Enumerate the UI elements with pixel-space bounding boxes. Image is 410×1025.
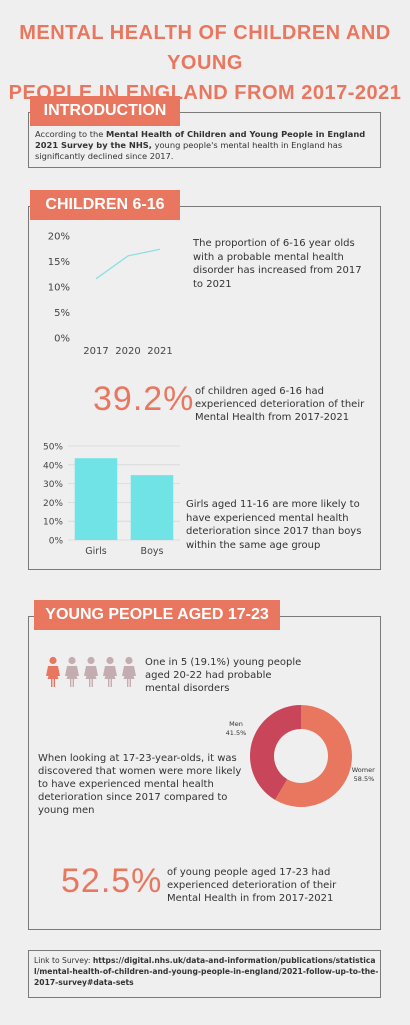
donut-value-label: 41.5% (226, 729, 247, 737)
bar-y-tick: 50% (43, 443, 63, 453)
person-icon (103, 656, 117, 687)
title-line-1: MENTAL HEALTH OF CHILDREN AND YOUNG (19, 22, 391, 74)
bar-chart-text: Girls aged 11-16 are more likely to have… (186, 499, 362, 551)
line-chart-text: The proportion of 6-16 year olds with a … (193, 238, 362, 290)
intro-text-post: young people's mental health in England … (35, 140, 343, 161)
bar-y-tick: 0% (49, 537, 64, 547)
intro-text-bold: Mental Health of Children and Young Peop… (35, 129, 366, 150)
bar-y-tick: 40% (43, 461, 63, 471)
bar-x-tick: Girls (85, 546, 107, 557)
children-stat-value: 39.2% (93, 380, 195, 418)
survey-link[interactable]: https://digital.nhs.uk/data-and-informat… (34, 956, 379, 987)
donut-label: Men (229, 720, 243, 728)
donut-text: When looking at 17-23-year-olds, it was … (38, 753, 242, 816)
young-stat-text: of young people aged 17-23 had experienc… (167, 867, 337, 904)
people-icons (44, 656, 140, 688)
line-y-tick: 10% (48, 283, 70, 294)
donut-value-label: 58.5% (354, 775, 375, 783)
line-x-tick: 2020 (115, 346, 140, 357)
line-chart: 0% 5% 10% 15% 20% 2017 2020 2021 (48, 232, 173, 358)
children-banner: CHILDREN 6-16 (30, 190, 180, 220)
donut-slice-women (275, 705, 352, 807)
line-y-tick: 0% (54, 334, 70, 345)
line-y-tick: 5% (54, 308, 70, 319)
line-x-tick: 2017 (83, 346, 108, 357)
person-icon (122, 656, 136, 687)
page-title: MENTAL HEALTH OF CHILDREN AND YOUNG PEOP… (0, 18, 410, 108)
bar-y-tick: 20% (43, 499, 63, 509)
line-y-tick: 15% (48, 257, 70, 268)
line-series (95, 248, 161, 280)
donut-slice-men (250, 705, 301, 800)
bar-y-tick: 30% (43, 480, 63, 490)
intro-banner: INTRODUCTION (30, 96, 180, 126)
line-y-tick: 20% (48, 232, 70, 243)
bar-x-tick: Boys (141, 546, 164, 557)
intro-box (28, 112, 381, 168)
people-text: One in 5 (19.1%) young people aged 20-22… (145, 657, 302, 694)
bar-chart: 0% 10% 20% 30% 40% 50% Girls Boys (43, 443, 180, 557)
donut-label: Women (352, 766, 375, 774)
link-text: Link to Survey: https://digital.nhs.uk/d… (34, 955, 379, 988)
intro-text: According to the Mental Health of Childr… (35, 129, 379, 162)
link-label: Link to Survey: (34, 956, 91, 965)
line-x-tick: 2021 (147, 346, 172, 357)
children-box (28, 206, 381, 570)
young-stat-value: 52.5% (61, 862, 163, 900)
link-box (28, 950, 381, 998)
bar-y-tick: 10% (43, 518, 63, 528)
young-banner: YOUNG PEOPLE AGED 17-23 (34, 600, 280, 630)
children-stat-text: of children aged 6-16 had experienced de… (195, 386, 365, 423)
bar-boys (130, 475, 174, 540)
person-icon (46, 656, 60, 687)
person-icon (65, 656, 79, 687)
intro-text-pre: According to the (35, 129, 106, 139)
bar-girls (74, 458, 118, 540)
person-icon (84, 656, 98, 687)
